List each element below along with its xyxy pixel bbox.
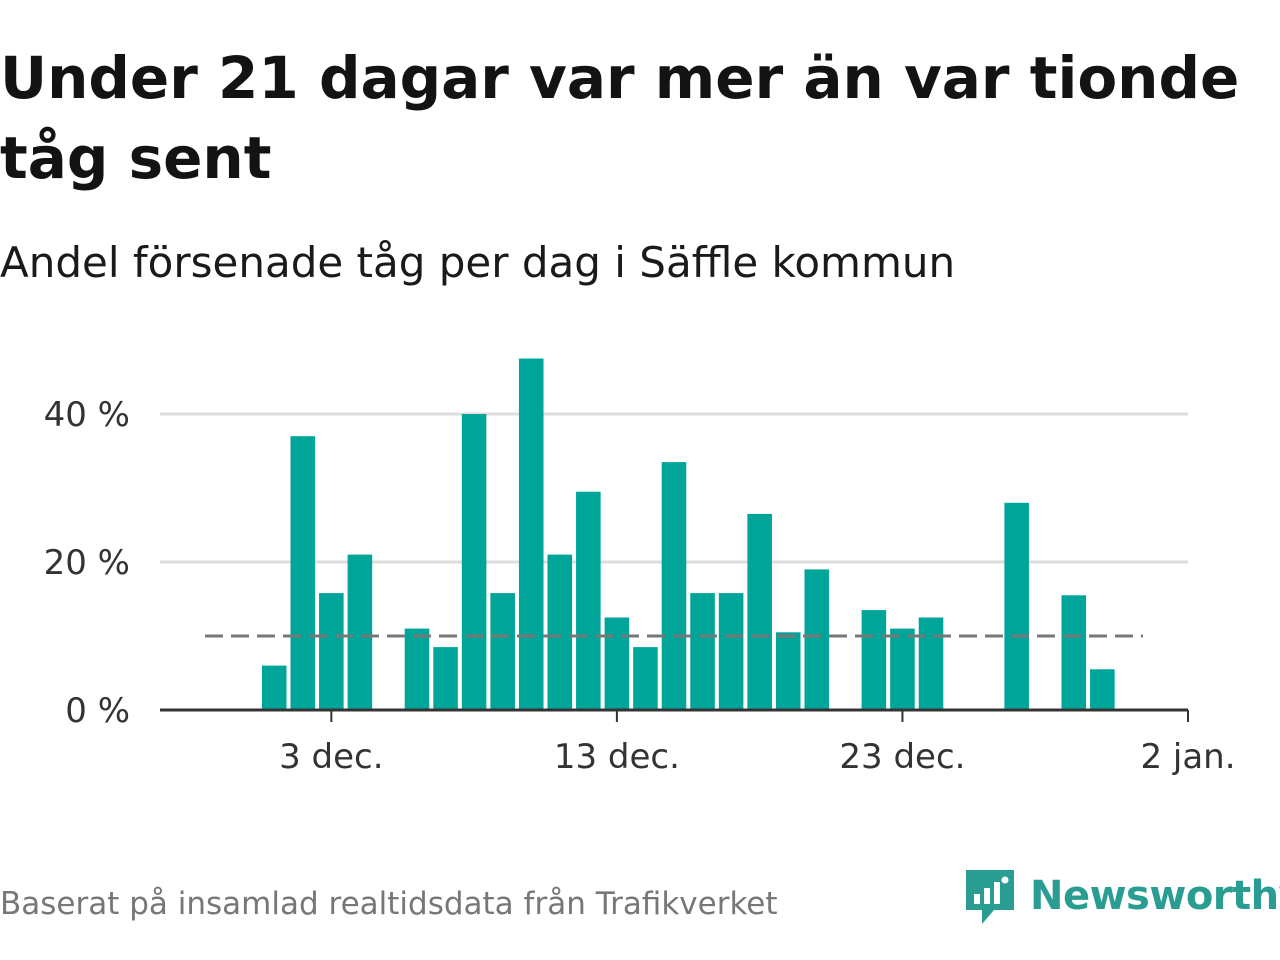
bar bbox=[1090, 669, 1115, 710]
bars bbox=[261, 358, 1115, 710]
x-tick-label: 13 dec. bbox=[554, 737, 680, 777]
bar bbox=[518, 358, 544, 710]
bar bbox=[1061, 595, 1087, 710]
bar bbox=[747, 513, 772, 710]
bar bbox=[1004, 502, 1029, 710]
bar bbox=[718, 593, 744, 710]
bar bbox=[576, 491, 601, 710]
chart-title: Under 21 dagar var mer än var tionde tåg… bbox=[0, 44, 1240, 192]
bar bbox=[319, 593, 344, 710]
bar-chart: 0 % 20 % 40 % 3 dec. 13 dec. 23 dec. 2 jan. bbox=[44, 358, 1236, 777]
axes: 0 % 20 % 40 % 3 dec. 13 dec. 23 dec. 2 jan. bbox=[44, 395, 1236, 777]
brand-name: Newsworthy bbox=[1030, 873, 1280, 919]
bar bbox=[804, 569, 830, 710]
brand-logo[interactable]: Newsworthy bbox=[964, 864, 1280, 928]
x-tick-label: 2 jan. bbox=[1140, 737, 1235, 777]
newsworthy-logo-icon bbox=[966, 870, 1014, 924]
bar bbox=[690, 593, 715, 710]
bar bbox=[775, 632, 801, 710]
bar bbox=[347, 554, 373, 710]
bar bbox=[661, 462, 687, 710]
y-tick-label: 0 % bbox=[65, 691, 130, 731]
bar bbox=[261, 665, 287, 710]
y-tick-label: 40 % bbox=[44, 395, 130, 435]
bar bbox=[404, 628, 430, 710]
bar bbox=[461, 414, 487, 710]
bar bbox=[433, 647, 458, 710]
source-note: Baserat på insamlad realtidsdata från Tr… bbox=[0, 886, 778, 922]
y-tick-label: 20 % bbox=[44, 543, 130, 583]
bar bbox=[890, 628, 915, 710]
bar bbox=[547, 554, 573, 710]
chart-subtitle: Andel försenade tåg per dag i Säffle kom… bbox=[0, 238, 956, 287]
bar bbox=[633, 647, 658, 710]
bar bbox=[861, 610, 887, 710]
bar bbox=[918, 617, 944, 710]
bar bbox=[604, 617, 630, 710]
x-tick-label: 3 dec. bbox=[279, 737, 383, 777]
x-tick-label: 23 dec. bbox=[839, 737, 965, 777]
bar bbox=[290, 436, 316, 710]
bar bbox=[490, 593, 515, 710]
